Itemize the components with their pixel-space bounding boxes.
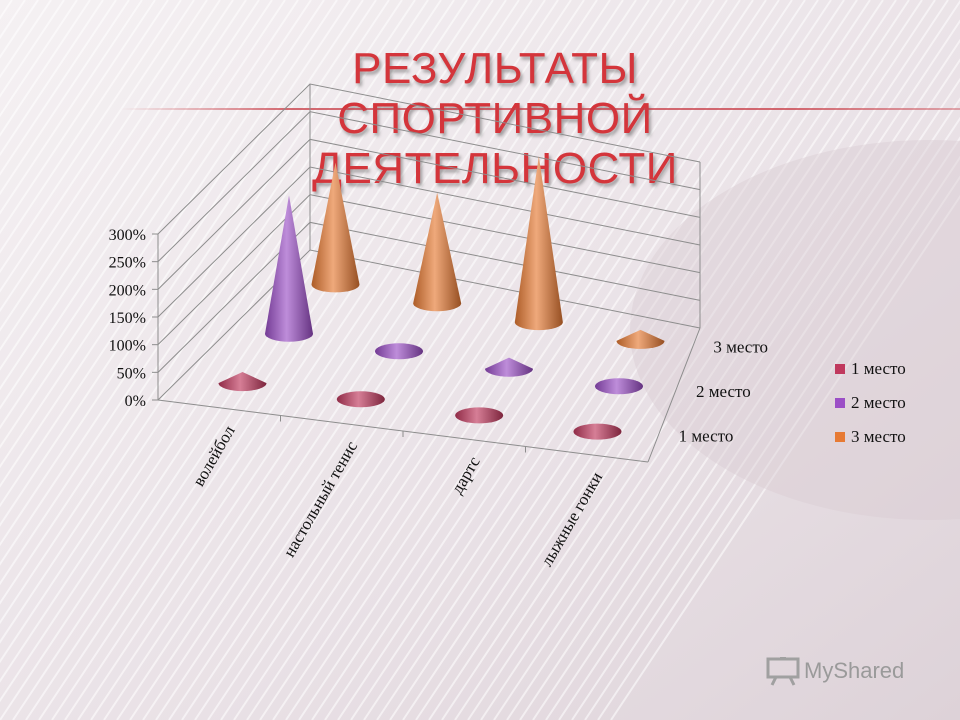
cone-mark: [336, 391, 385, 408]
title-underline: [120, 108, 960, 110]
watermark: MyShared: [766, 656, 904, 686]
cones: [218, 156, 665, 440]
y-tick-label: 50%: [117, 365, 146, 382]
x-axis: волейбол настольный тенис дартс лыжные гонк…: [189, 415, 606, 570]
watermark-text: MyShared: [804, 658, 905, 683]
y-tick-label: 200%: [109, 282, 146, 299]
depth-tick-label: 2 место: [696, 382, 751, 401]
cone-mark: [311, 162, 360, 293]
depth-tick-label: 1 место: [679, 427, 734, 446]
y-axis: 0% 50% 100% 150% 200% 250% 300%: [109, 227, 158, 410]
x-tick-label: волейбол: [189, 422, 239, 490]
cone-mark: [413, 192, 462, 312]
legend-swatch: [835, 432, 845, 442]
cone-mark: [616, 329, 665, 349]
y-tick-label: 250%: [109, 255, 146, 272]
y-tick-label: 0%: [125, 393, 146, 410]
x-tick-label: лыжные гонки: [537, 469, 606, 570]
cone-mark: [573, 423, 622, 440]
legend-label: 2 место: [851, 393, 906, 412]
legend-item: 1 место: [835, 352, 906, 386]
legend-item: 3 место: [835, 420, 906, 454]
legend-label: 3 место: [851, 427, 906, 446]
slide-title: РЕЗУЛЬТАТЫ СПОРТИВНОЙ ДЕЯТЕЛЬНОСТИ: [312, 44, 678, 193]
x-tick-label: настольный тенис: [280, 437, 362, 560]
cone-mark: [265, 195, 313, 342]
legend-swatch: [835, 398, 845, 408]
y-tick-label: 150%: [109, 310, 146, 327]
depth-tick-label: 3 место: [713, 337, 768, 356]
cone-mark: [595, 378, 643, 395]
y-tick-label: 300%: [109, 227, 146, 244]
legend: 1 место 2 место 3 место: [835, 352, 906, 454]
y-tick-label: 100%: [109, 338, 146, 355]
x-tick-label: дартс: [447, 453, 484, 497]
cone-mark: [455, 407, 504, 424]
cone-mark: [218, 372, 267, 392]
legend-item: 2 место: [835, 386, 906, 420]
cone-mark: [514, 156, 563, 331]
cone-mark: [375, 343, 423, 360]
legend-swatch: [835, 364, 845, 374]
presentation-board-icon: [766, 657, 800, 686]
cone-mark: [485, 357, 533, 377]
depth-axis: 1 место 2 место 3 место: [679, 337, 768, 445]
chart-walls: [157, 83, 701, 463]
legend-label: 1 место: [851, 359, 906, 378]
